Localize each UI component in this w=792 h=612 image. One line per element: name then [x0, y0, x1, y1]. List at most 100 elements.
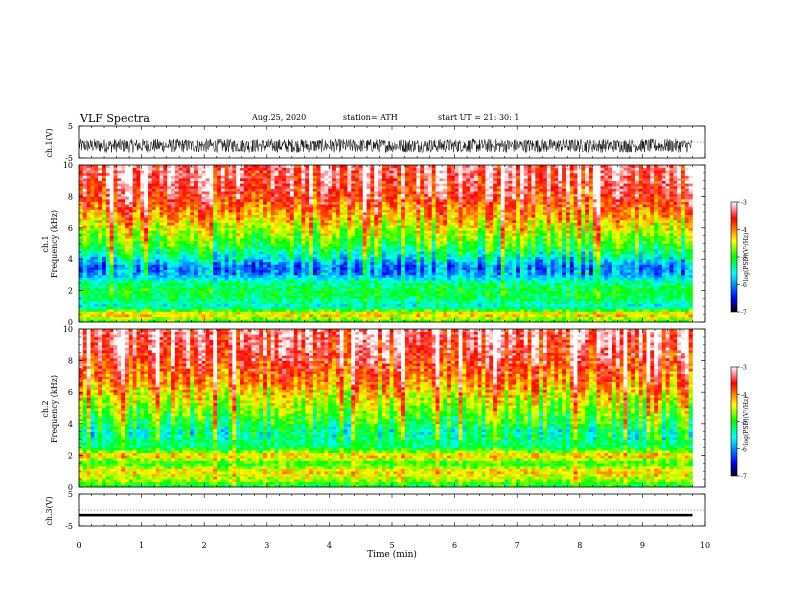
ch1-spectrogram-cell — [293, 272, 298, 276]
ch1-spectrogram-cell — [531, 301, 536, 304]
ch1-spectrogram-cell — [654, 280, 659, 284]
ch1-spectrogram-cell — [174, 287, 179, 291]
ch1-spectrogram-cell — [619, 280, 624, 284]
ch1-spectrogram-cell — [171, 311, 176, 315]
ch1-spectrogram-cell — [351, 316, 356, 320]
ch1-spectrogram-cell — [673, 308, 678, 312]
ch1-spectrogram-cell — [251, 316, 256, 320]
ch1-spectrogram-cell — [312, 243, 318, 247]
ch1-spectrogram-cell — [550, 295, 555, 299]
ch1-spectrogram-cell — [155, 243, 160, 247]
ch1-spectrogram-cell — [155, 316, 160, 320]
ch1-spectrogram-cell — [450, 282, 456, 286]
ch1-spectrogram-cell — [642, 293, 647, 297]
ch1-spectrogram-cell — [523, 282, 528, 286]
ch1-spectrogram-cell — [397, 264, 402, 268]
ch1-spectrogram-cell — [151, 295, 156, 299]
ch1-spectrogram-cell — [378, 240, 383, 244]
ch1-spectrogram-cell — [381, 311, 387, 315]
ch1-spectrogram-cell — [680, 298, 686, 302]
ch1-spectrogram-cell — [477, 303, 482, 307]
ch1-spectrogram-cell — [535, 267, 540, 270]
ch1-spectrogram-cell — [401, 287, 406, 291]
ch1-spectrogram-cell — [378, 269, 383, 273]
ch1-spectrogram-cell — [247, 272, 252, 276]
ch1-spectrogram-cell — [113, 303, 118, 307]
ch1-spectrogram-cell — [646, 256, 651, 260]
ch1-spectrogram-cell — [604, 243, 609, 247]
ch1-spectrogram-cell — [297, 316, 302, 320]
ch1-spectrogram-cell — [136, 319, 141, 323]
ch1-spectrogram-cell — [473, 277, 479, 281]
ch1-spectrogram-cell — [585, 246, 590, 250]
ch1-spectrogram-cell — [516, 261, 521, 265]
ch1-spectrogram-cell — [611, 301, 617, 304]
ch1-spectrogram-cell — [374, 256, 379, 260]
ch1-spectrogram-cell — [627, 290, 632, 294]
ch1-spectrogram-cell — [485, 316, 490, 320]
ch1-spectrogram-cell — [535, 311, 540, 315]
ch1-spectrogram-cell — [94, 259, 99, 263]
ch1-spectrogram-cell — [220, 272, 225, 276]
ch1-spectrogram-cell — [588, 248, 594, 252]
ch1-spectrogram-cell — [178, 301, 183, 304]
ch1-spectrogram-cell — [82, 316, 87, 320]
ch1-spectrogram-cell — [604, 316, 609, 320]
ch1-spectrogram-cell — [286, 246, 291, 250]
ch1-spectrogram-cell — [427, 316, 433, 320]
ch1-spectrogram-cell — [278, 311, 283, 315]
ch1-spectrogram-cell — [378, 280, 383, 284]
ch1-spectrogram-cell — [94, 269, 99, 273]
ch1-spectrogram-cell — [565, 314, 571, 318]
ch1-spectrogram-cell — [642, 259, 647, 263]
ch1-spectrogram-cell — [565, 301, 571, 304]
ch1-spectrogram-cell — [677, 303, 682, 307]
ch1-spectrogram-cell — [673, 243, 678, 247]
ch1-spectrogram-cell — [347, 243, 352, 247]
ch1-spectrogram-cell — [608, 319, 613, 323]
ch1-spectrogram-cell — [577, 285, 582, 289]
ch1-spectrogram-cell — [688, 267, 693, 270]
ch1-spectrogram-cell — [466, 316, 471, 320]
ch1-spectrogram-cell — [542, 264, 548, 268]
ch1-spectrogram-cell — [504, 272, 509, 276]
ch1-spectrogram-cell — [151, 290, 156, 294]
ch1-spectrogram-cell — [278, 314, 283, 318]
ch1-spectrogram-cell — [481, 285, 486, 289]
ch1-spectrogram-cell — [431, 256, 436, 260]
ch1-spectrogram-cell — [443, 256, 448, 260]
ch1-spectrogram-cell — [247, 274, 252, 278]
ch1-spectrogram-cell — [259, 308, 264, 312]
ch1-spectrogram-cell — [255, 267, 260, 270]
ch1-spectrogram-cell — [585, 277, 590, 281]
ch1-spectrogram-cell — [638, 285, 643, 289]
ch1-spectrogram-cell — [408, 280, 413, 284]
ch1-spectrogram-cell — [217, 293, 222, 297]
ch1-spectrogram-cell — [171, 253, 176, 257]
ch1-spectrogram-cell — [90, 256, 95, 260]
ch1-spectrogram-cell — [485, 282, 490, 286]
ch1-spectrogram-cell — [512, 280, 517, 284]
ch1-spectrogram-cell — [240, 303, 245, 307]
ch1-spectrogram-cell — [228, 290, 233, 294]
ch1-spectrogram-cell — [554, 298, 559, 302]
ch1-spectrogram-cell — [615, 280, 620, 284]
ch1-spectrogram-cell — [259, 282, 264, 286]
ch1-spectrogram-cell — [565, 316, 571, 320]
ch1-spectrogram-cell — [558, 251, 563, 255]
ch1-spectrogram-cell — [117, 253, 122, 257]
ch1-spectrogram-cell — [232, 269, 237, 273]
ch1-spectrogram-cell — [661, 259, 666, 263]
ch1-spectrogram-cell — [623, 314, 628, 318]
ch1-spectrogram-cell — [688, 301, 693, 304]
ch1-spectrogram-cell — [297, 256, 302, 260]
ch1-spectrogram-cell — [470, 301, 475, 304]
ch1-spectrogram-cell — [439, 272, 444, 276]
ch1-spectrogram-cell — [558, 277, 563, 281]
ch1-spectrogram-cell — [301, 272, 306, 276]
ch1-spectrogram-cell — [236, 261, 241, 265]
ch1-spectrogram-cell — [182, 316, 187, 320]
ch1-spectrogram-cell — [224, 248, 229, 252]
ch1-spectrogram-cell — [270, 287, 275, 291]
ch1-spectrogram-cell — [477, 243, 482, 247]
